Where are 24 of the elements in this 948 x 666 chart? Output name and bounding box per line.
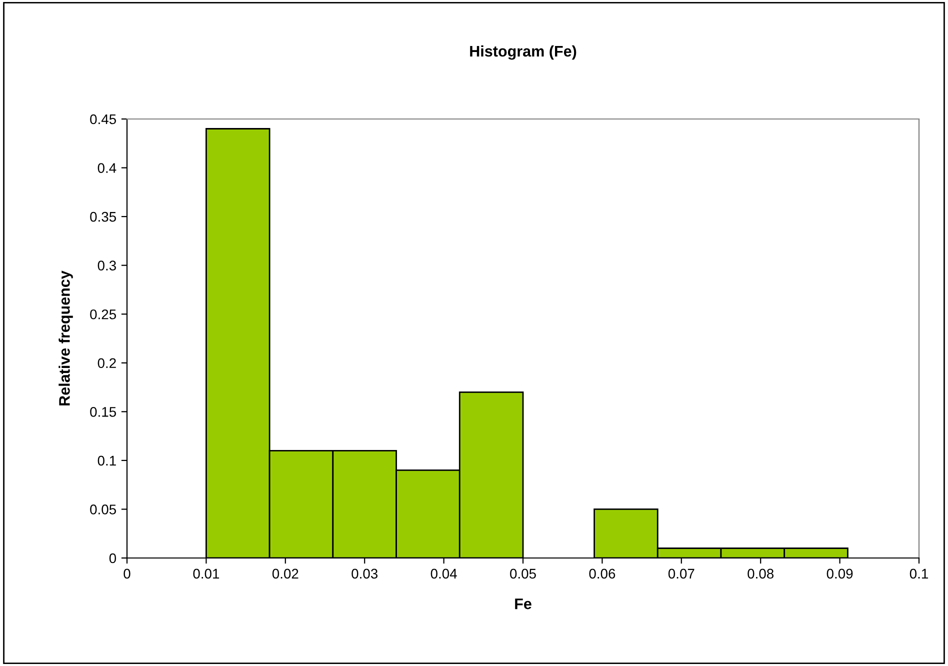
y-tick-label: 0.4: [98, 163, 116, 173]
x-tick-label: 0.09: [826, 568, 853, 579]
chart-title: Histogram (Fe): [470, 45, 576, 60]
x-tick-label: 0.05: [510, 568, 536, 579]
x-tick-label: 0.08: [748, 568, 774, 579]
y-axis-title: Relative frequency: [58, 270, 73, 406]
x-tick-label: 0.03: [352, 568, 378, 579]
y-tick-label: 0.05: [90, 504, 116, 514]
y-tick-label: 0: [109, 553, 116, 564]
y-tick-label: 0.35: [90, 212, 116, 222]
y-tick-label: 0.15: [90, 407, 116, 417]
y-tick-label: 0.25: [90, 309, 116, 320]
y-tick-label: 0.3: [98, 260, 116, 271]
x-tick-label: 0.02: [272, 568, 298, 579]
x-tick-label: 0.06: [589, 568, 616, 579]
x-tick-label: 0.01: [193, 568, 220, 579]
x-axis-title: Fe: [515, 598, 532, 610]
x-tick-label: 0.07: [668, 568, 694, 579]
y-tick-label: 0.45: [90, 114, 116, 124]
x-tick-label: 0: [124, 568, 130, 579]
x-tick-label: 0.04: [430, 568, 457, 579]
y-tick-label: 0.1: [98, 456, 116, 466]
y-tick-label: 0.2: [98, 358, 116, 368]
x-tick-label: 0.1: [910, 568, 928, 579]
